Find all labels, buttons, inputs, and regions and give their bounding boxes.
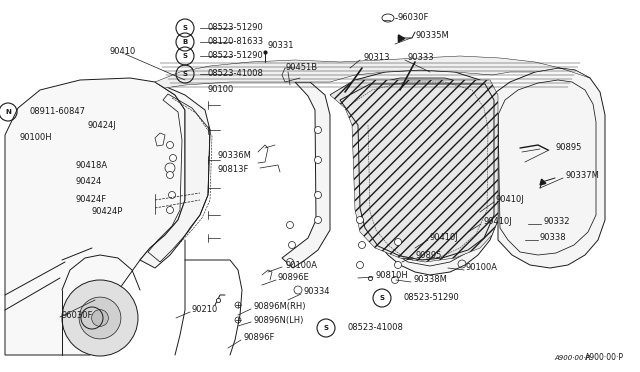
Text: S: S	[182, 53, 188, 59]
Text: 90424F: 90424F	[75, 195, 106, 203]
Polygon shape	[492, 68, 605, 268]
Circle shape	[314, 126, 321, 134]
Text: 90331: 90331	[268, 42, 294, 51]
Text: 08523-51290: 08523-51290	[207, 23, 263, 32]
Circle shape	[394, 238, 401, 246]
Polygon shape	[330, 70, 498, 275]
Circle shape	[170, 154, 177, 161]
Text: 90410J: 90410J	[496, 196, 525, 205]
Text: 96030F: 96030F	[398, 13, 429, 22]
Text: A900·00·P: A900·00·P	[554, 355, 590, 361]
Circle shape	[392, 276, 399, 283]
Text: 90100: 90100	[207, 86, 233, 94]
Circle shape	[79, 297, 121, 339]
Circle shape	[314, 192, 321, 199]
Text: 90896N(LH): 90896N(LH)	[253, 315, 303, 324]
Text: 08911-60847: 08911-60847	[30, 108, 86, 116]
Text: 08523-51290: 08523-51290	[404, 294, 460, 302]
Text: 90424: 90424	[75, 177, 101, 186]
Circle shape	[314, 217, 321, 224]
Text: N: N	[5, 109, 11, 115]
Circle shape	[166, 171, 173, 179]
Circle shape	[358, 241, 365, 248]
Circle shape	[287, 259, 294, 266]
Text: 90333: 90333	[408, 54, 435, 62]
Text: 90813F: 90813F	[218, 166, 250, 174]
Text: 08523-51290: 08523-51290	[207, 51, 263, 61]
Text: 90896E: 90896E	[278, 273, 310, 282]
Text: 90451B: 90451B	[285, 64, 317, 73]
Circle shape	[166, 206, 173, 214]
Text: 90100H: 90100H	[20, 134, 52, 142]
Text: 90313: 90313	[363, 54, 390, 62]
Text: A900·00·P: A900·00·P	[585, 353, 624, 362]
Text: 90896M(RH): 90896M(RH)	[253, 302, 305, 311]
Text: 90100A: 90100A	[466, 263, 498, 273]
Text: S: S	[182, 25, 188, 31]
Text: 90895: 90895	[555, 144, 581, 153]
Text: 96030F: 96030F	[62, 311, 93, 320]
Polygon shape	[282, 82, 330, 268]
Text: 90338: 90338	[540, 234, 566, 243]
Polygon shape	[330, 80, 498, 262]
Text: 90895: 90895	[415, 250, 442, 260]
Text: B: B	[182, 39, 188, 45]
Text: 08523-41008: 08523-41008	[348, 324, 404, 333]
Text: 90334: 90334	[303, 288, 330, 296]
Text: 90418A: 90418A	[75, 160, 107, 170]
Text: S: S	[323, 325, 328, 331]
Text: 90810H: 90810H	[375, 270, 408, 279]
Polygon shape	[140, 82, 210, 268]
Text: 08523-41008: 08523-41008	[207, 70, 263, 78]
Text: 90410J: 90410J	[483, 218, 512, 227]
Text: 90896F: 90896F	[243, 334, 275, 343]
Text: 90336M: 90336M	[218, 151, 252, 160]
Circle shape	[356, 217, 364, 224]
Circle shape	[289, 241, 296, 248]
Text: 90210: 90210	[192, 305, 218, 314]
Text: 90424P: 90424P	[92, 208, 124, 217]
Text: S: S	[182, 71, 188, 77]
Text: 08120-81633: 08120-81633	[207, 38, 263, 46]
Text: S: S	[380, 295, 385, 301]
Circle shape	[168, 192, 175, 199]
Circle shape	[356, 262, 364, 269]
Polygon shape	[155, 56, 590, 88]
Circle shape	[287, 221, 294, 228]
Text: 90100A: 90100A	[285, 260, 317, 269]
Circle shape	[394, 262, 401, 269]
Text: 90410J: 90410J	[430, 234, 459, 243]
Text: 90338M: 90338M	[413, 276, 447, 285]
Text: 90410: 90410	[109, 48, 135, 57]
Circle shape	[166, 141, 173, 148]
Circle shape	[62, 280, 138, 356]
Circle shape	[92, 310, 108, 326]
Text: 90424J: 90424J	[88, 122, 116, 131]
Text: 90337M: 90337M	[565, 170, 599, 180]
Text: 90335M: 90335M	[415, 32, 449, 41]
Polygon shape	[5, 78, 185, 355]
Text: 90332: 90332	[543, 218, 570, 227]
Circle shape	[314, 157, 321, 164]
